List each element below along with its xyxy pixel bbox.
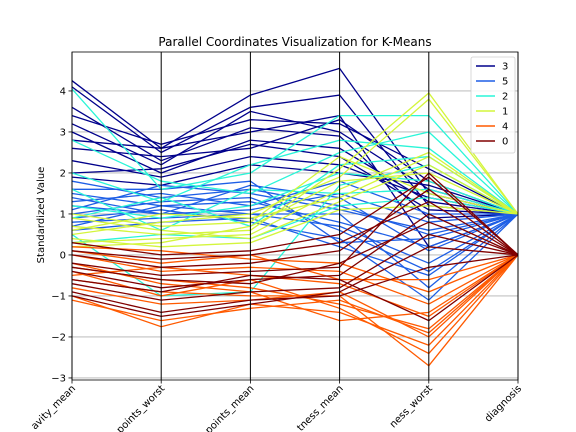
ytick-label-2: −1 bbox=[51, 291, 66, 302]
ytick-label-3: 0 bbox=[60, 250, 66, 261]
xtick-label-1: points_worst bbox=[115, 383, 168, 432]
series-0-line-5 bbox=[71, 200, 519, 260]
series-1-line-7 bbox=[71, 155, 519, 231]
legend-label-4: 4 bbox=[502, 122, 508, 133]
xtick-label-3: tness_mean bbox=[295, 383, 345, 432]
series-1-line-5 bbox=[71, 155, 519, 227]
legend-label-5: 5 bbox=[502, 77, 508, 88]
xtick-label-2: points_mean bbox=[203, 383, 256, 432]
chart-title: Parallel Coordinates Visualization for K… bbox=[158, 35, 431, 49]
series-1-line-3 bbox=[71, 164, 519, 240]
ytick-label-6: 3 bbox=[60, 127, 66, 138]
xtick-label-0: avity_mean bbox=[29, 383, 78, 432]
ytick-label-4: 1 bbox=[60, 209, 66, 220]
series-1-line-4 bbox=[71, 172, 519, 248]
series-0-line-1 bbox=[71, 188, 519, 268]
legend: 3 5 2 1 4 0 bbox=[470, 56, 516, 154]
ytick-label-5: 2 bbox=[60, 168, 66, 179]
series-2-line-7 bbox=[71, 139, 519, 215]
series-4-line-10 bbox=[71, 250, 519, 281]
series-4-line-6 bbox=[71, 254, 519, 322]
series-0-line-6 bbox=[71, 221, 519, 285]
legend-label-3: 3 bbox=[502, 62, 508, 73]
series-2-line-5 bbox=[71, 188, 519, 232]
series-4-line-8 bbox=[71, 246, 519, 293]
plot-frame bbox=[71, 51, 519, 381]
series-4-line-4 bbox=[71, 254, 519, 338]
series-0-line-3 bbox=[71, 233, 519, 301]
series-0-line-8 bbox=[71, 246, 519, 318]
series-0-line-9 bbox=[71, 176, 519, 256]
ytick-label-7: 4 bbox=[60, 86, 66, 97]
legend-box bbox=[470, 56, 516, 154]
legend-label-0: 0 bbox=[502, 137, 508, 148]
series-4-line-9 bbox=[71, 254, 519, 355]
series-2-line-1 bbox=[71, 131, 519, 215]
series-0-line-0 bbox=[71, 172, 519, 277]
series-1-line-2 bbox=[71, 151, 519, 244]
series-4-line-2 bbox=[71, 254, 519, 346]
series-3-line-8 bbox=[71, 106, 519, 219]
y-axis-label: Standardized Value bbox=[36, 167, 47, 264]
xtick-label-4: ness_worst bbox=[388, 383, 435, 430]
series-5-line-6 bbox=[71, 180, 518, 215]
series-2-line-0 bbox=[71, 88, 519, 215]
series-0-line-7 bbox=[71, 254, 519, 322]
legend-label-1: 1 bbox=[502, 107, 508, 118]
legend-label-2: 2 bbox=[502, 92, 508, 103]
ytick-label-1: −2 bbox=[51, 332, 66, 343]
xtick-label-5: diagnosis bbox=[483, 383, 524, 424]
series-1-line-0 bbox=[71, 92, 519, 236]
series-1-line-6 bbox=[71, 205, 519, 248]
lines-layer bbox=[71, 67, 519, 367]
ytick-label-0: −3 bbox=[51, 373, 66, 384]
series-4-line-7 bbox=[71, 254, 519, 334]
